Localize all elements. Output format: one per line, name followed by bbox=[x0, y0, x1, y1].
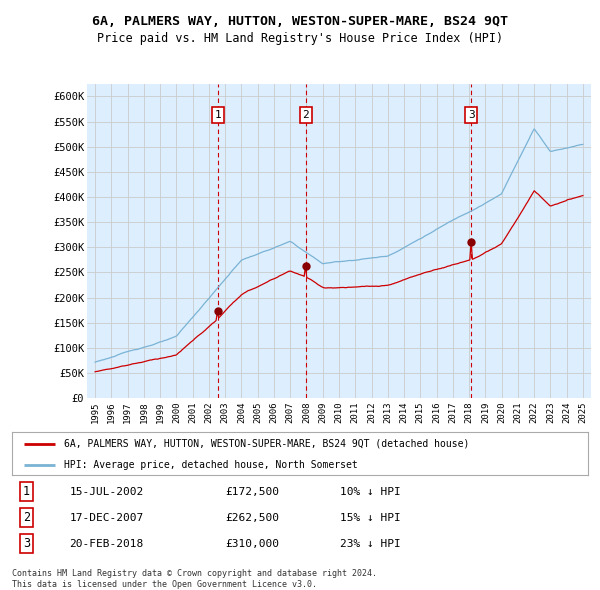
Text: 2: 2 bbox=[23, 512, 30, 525]
Text: 6A, PALMERS WAY, HUTTON, WESTON-SUPER-MARE, BS24 9QT (detached house): 6A, PALMERS WAY, HUTTON, WESTON-SUPER-MA… bbox=[64, 439, 469, 449]
Text: 2: 2 bbox=[302, 110, 309, 120]
Text: HPI: Average price, detached house, North Somerset: HPI: Average price, detached house, Nort… bbox=[64, 460, 358, 470]
Text: 3: 3 bbox=[468, 110, 475, 120]
Text: 20-FEB-2018: 20-FEB-2018 bbox=[70, 539, 144, 549]
Text: £262,500: £262,500 bbox=[225, 513, 279, 523]
Text: Price paid vs. HM Land Registry's House Price Index (HPI): Price paid vs. HM Land Registry's House … bbox=[97, 32, 503, 45]
Text: £310,000: £310,000 bbox=[225, 539, 279, 549]
Text: 3: 3 bbox=[23, 537, 30, 550]
Text: £172,500: £172,500 bbox=[225, 487, 279, 497]
Text: 15-JUL-2002: 15-JUL-2002 bbox=[70, 487, 144, 497]
Text: 23% ↓ HPI: 23% ↓ HPI bbox=[340, 539, 401, 549]
Text: 1: 1 bbox=[23, 485, 30, 498]
Text: 15% ↓ HPI: 15% ↓ HPI bbox=[340, 513, 401, 523]
Text: 6A, PALMERS WAY, HUTTON, WESTON-SUPER-MARE, BS24 9QT: 6A, PALMERS WAY, HUTTON, WESTON-SUPER-MA… bbox=[92, 15, 508, 28]
Text: 17-DEC-2007: 17-DEC-2007 bbox=[70, 513, 144, 523]
Text: 1: 1 bbox=[214, 110, 221, 120]
Text: Contains HM Land Registry data © Crown copyright and database right 2024.
This d: Contains HM Land Registry data © Crown c… bbox=[12, 569, 377, 589]
Text: 10% ↓ HPI: 10% ↓ HPI bbox=[340, 487, 401, 497]
